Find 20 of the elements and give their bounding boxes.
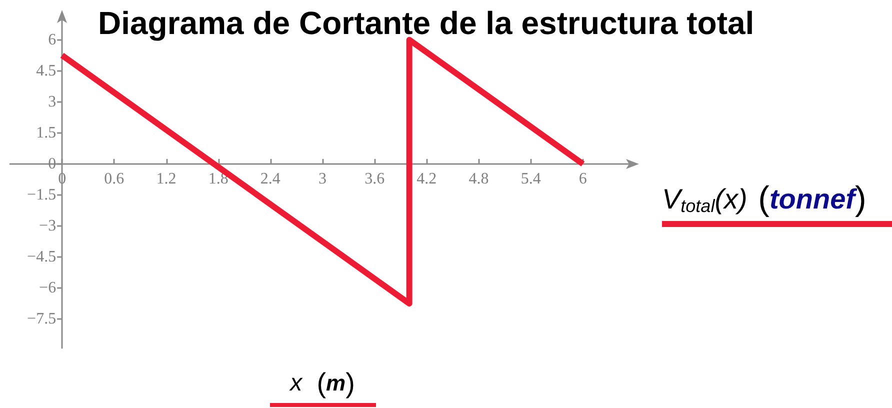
x-tick-label: 6: [578, 170, 587, 188]
y-tick-label: 4.5: [36, 62, 56, 80]
y-tick-label: −3: [39, 217, 56, 234]
x-tick-label: 5.4: [520, 170, 541, 188]
x-tick-label: 4.8: [468, 170, 489, 188]
y-tick-label: 1.5: [36, 124, 56, 142]
x-axis-title: x (m): [289, 368, 355, 398]
x-tick-label: 4.2: [416, 170, 437, 188]
y-tick-label: −6: [39, 280, 56, 297]
y-tick-label: −7.5: [27, 310, 56, 328]
x-tick-label: 3.6: [364, 170, 385, 188]
chart-title: Diagrama de Cortante de la estructura total: [98, 5, 754, 41]
y-tick-label: 3: [48, 93, 56, 110]
y-tick-label: −4.5: [27, 248, 56, 266]
y-tick-label: −1.5: [27, 186, 56, 204]
x-tick-label: 2.4: [260, 170, 280, 188]
y-tick-label: 6: [48, 31, 56, 48]
x-tick-label: 1.2: [156, 170, 176, 188]
x-tick-label: 3: [318, 170, 326, 188]
x-tick-label: 0.6: [104, 170, 124, 188]
